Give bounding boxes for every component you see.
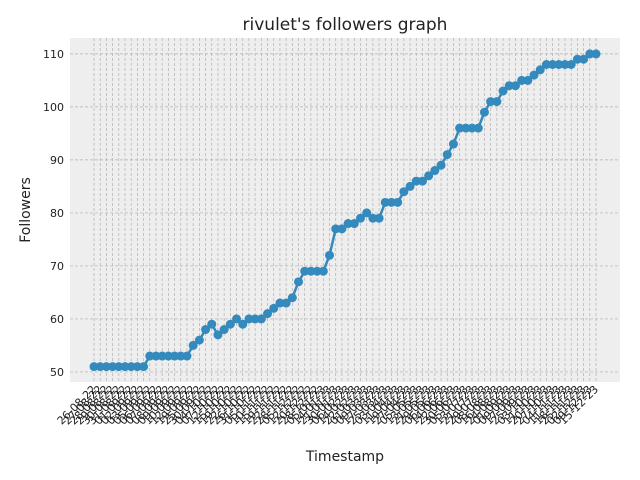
point xyxy=(207,319,217,329)
point xyxy=(101,362,111,372)
point xyxy=(517,75,527,85)
point xyxy=(585,49,595,59)
point xyxy=(108,362,118,372)
point xyxy=(461,123,471,133)
point xyxy=(405,181,415,191)
point xyxy=(157,351,167,361)
point xyxy=(355,213,365,223)
point xyxy=(337,224,347,234)
point xyxy=(188,340,198,350)
point xyxy=(473,123,483,133)
point xyxy=(535,65,545,75)
point xyxy=(368,213,378,223)
point xyxy=(300,266,310,276)
point xyxy=(325,250,335,260)
point xyxy=(232,314,242,324)
point xyxy=(256,314,266,324)
point xyxy=(504,81,514,91)
point xyxy=(306,266,316,276)
y-tick-label: 70 xyxy=(50,260,64,273)
point xyxy=(492,97,502,107)
point xyxy=(250,314,260,324)
point xyxy=(126,362,136,372)
point xyxy=(436,160,446,170)
y-axis-label: Followers xyxy=(18,177,34,243)
point xyxy=(294,277,304,287)
point xyxy=(479,107,489,117)
point xyxy=(374,213,384,223)
point xyxy=(417,176,427,186)
point xyxy=(560,60,570,70)
chart-title: rivulet's followers graph xyxy=(243,15,448,35)
point xyxy=(170,351,180,361)
point xyxy=(213,330,223,340)
point xyxy=(393,197,403,207)
point xyxy=(312,266,322,276)
point xyxy=(566,60,576,70)
point xyxy=(89,362,99,372)
point xyxy=(275,298,285,308)
point xyxy=(554,60,564,70)
y-tick-label: 80 xyxy=(50,207,64,220)
point xyxy=(343,219,353,229)
point xyxy=(411,176,421,186)
point xyxy=(486,97,496,107)
x-axis-label: Timestamp xyxy=(305,449,384,465)
point xyxy=(424,171,434,181)
point xyxy=(194,335,204,345)
point xyxy=(287,293,297,303)
y-tick-label: 100 xyxy=(43,101,64,114)
y-tick-label: 90 xyxy=(50,154,64,167)
point xyxy=(380,197,390,207)
point xyxy=(201,325,211,335)
point xyxy=(523,75,533,85)
point xyxy=(442,150,452,160)
point xyxy=(163,351,173,361)
point xyxy=(238,319,248,329)
plot-area xyxy=(70,38,620,382)
point xyxy=(498,86,508,96)
point xyxy=(541,60,551,70)
point xyxy=(225,319,235,329)
point xyxy=(572,54,582,64)
point xyxy=(132,362,142,372)
point xyxy=(145,351,155,361)
point xyxy=(95,362,105,372)
point xyxy=(331,224,341,234)
point xyxy=(182,351,192,361)
point xyxy=(176,351,186,361)
point xyxy=(269,303,279,313)
y-tick-label: 50 xyxy=(50,366,64,379)
point xyxy=(139,362,149,372)
point xyxy=(244,314,254,324)
point xyxy=(399,187,409,197)
point xyxy=(448,139,458,149)
y-tick-label: 60 xyxy=(50,313,64,326)
point xyxy=(386,197,396,207)
point xyxy=(151,351,161,361)
point xyxy=(114,362,124,372)
y-tick-label: 110 xyxy=(43,48,64,61)
point xyxy=(318,266,328,276)
point xyxy=(455,123,465,133)
point xyxy=(467,123,477,133)
point xyxy=(579,54,589,64)
point xyxy=(219,325,229,335)
point xyxy=(120,362,130,372)
point xyxy=(362,208,372,218)
point xyxy=(263,309,273,319)
point xyxy=(430,166,440,176)
point xyxy=(529,70,539,80)
point xyxy=(591,49,601,59)
point xyxy=(548,60,558,70)
point xyxy=(510,81,520,91)
point xyxy=(349,219,359,229)
point xyxy=(281,298,291,308)
